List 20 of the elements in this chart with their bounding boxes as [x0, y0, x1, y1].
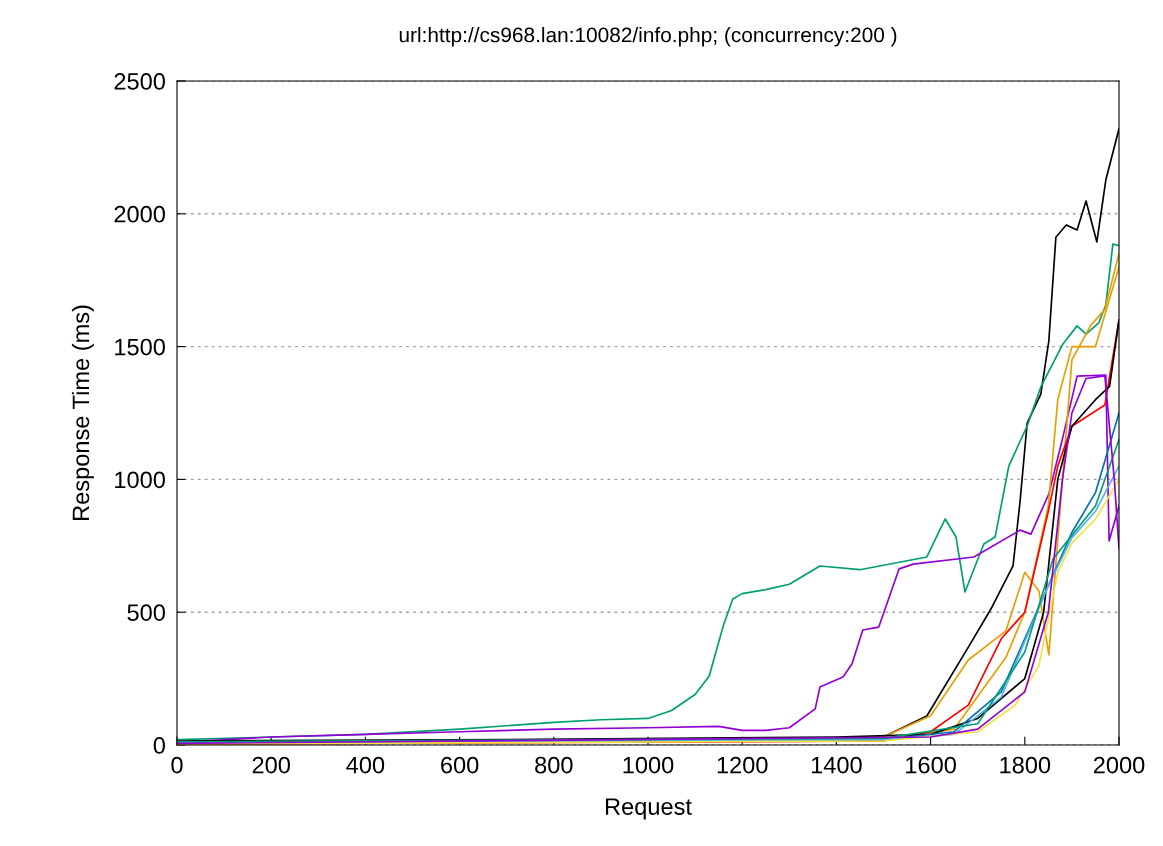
x-tick-label: 1800 [1000, 756, 1051, 774]
y-tick-label: 2500 [114, 73, 165, 90]
x-tick-label: 800 [535, 756, 573, 774]
x-tick-label: 400 [346, 756, 385, 774]
x-axis-title: Request [605, 798, 692, 820]
x-tick-label: 1000 [623, 756, 674, 774]
y-tick-label: 1000 [115, 471, 165, 489]
x-tick-label: 2000 [1093, 756, 1145, 774]
x-tick-label: 1200 [717, 756, 768, 774]
x-tick-label: 1600 [906, 756, 956, 774]
x-tick-label: 200 [252, 756, 290, 774]
x-tick-label: 0 [171, 756, 183, 774]
y-tick-label: 2000 [114, 205, 165, 223]
y-tick-label: 0 [153, 737, 165, 754]
y-axis-title: Response Time (ms) [71, 305, 94, 520]
y-tick-label: 500 [127, 604, 165, 621]
y-tick-label: 1500 [115, 338, 165, 356]
x-tick-label: 600 [441, 756, 479, 774]
chart-title: url:http://cs968.lan:10082/info.php; (concurrency:200 ) [399, 27, 897, 47]
x-tick-label: 1400 [811, 756, 862, 774]
